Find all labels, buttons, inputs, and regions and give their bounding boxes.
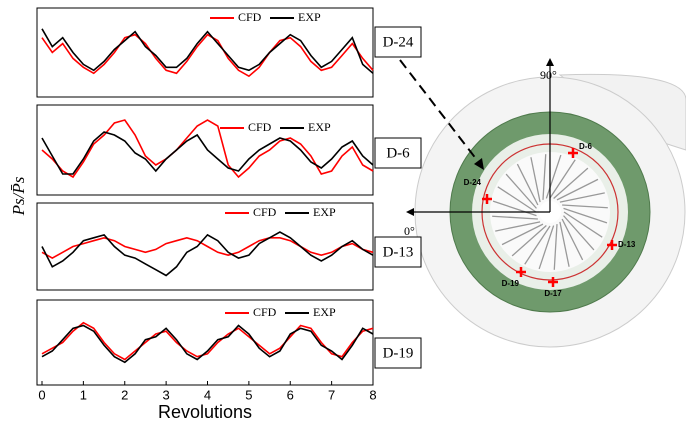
series-line — [42, 232, 373, 276]
x-tick-label: 8 — [369, 387, 376, 402]
legend-label: EXP — [313, 205, 336, 219]
panel-label: D-19 — [383, 345, 414, 361]
series-line — [42, 238, 373, 258]
legend-label: EXP — [313, 305, 336, 319]
panel-label: D-24 — [383, 34, 414, 50]
panel-label: D-13 — [383, 244, 414, 260]
x-tick-label: 6 — [287, 387, 294, 402]
probe-label: D-24 — [464, 178, 482, 187]
legend-label: CFD — [253, 205, 277, 219]
x-tick-label: 1 — [80, 387, 87, 402]
y-axis-title: Ps/P̄s — [9, 176, 28, 216]
x-tick-label: 7 — [328, 387, 335, 402]
angle-label: 90° — [540, 68, 557, 82]
probe-label: D-19 — [502, 279, 520, 288]
angle-label: 0° — [404, 224, 415, 238]
series-line — [42, 132, 373, 174]
legend-label: EXP — [298, 10, 321, 24]
probe-label: D-6 — [579, 142, 592, 151]
panel-label: D-6 — [386, 145, 410, 161]
x-tick-label: 4 — [204, 387, 211, 402]
x-tick-label: 2 — [121, 387, 128, 402]
probe-label: D-13 — [618, 240, 636, 249]
series-line — [42, 323, 373, 360]
panel-frame — [37, 105, 373, 195]
legend-label: CFD — [248, 120, 272, 134]
legend-label: CFD — [238, 10, 262, 24]
arrow-head — [546, 58, 554, 66]
legend-label: EXP — [308, 120, 331, 134]
x-tick-label: 5 — [245, 387, 252, 402]
x-tick-label: 3 — [163, 387, 170, 402]
volute-diagram: 90° 0° — [400, 58, 686, 347]
arrow-head — [406, 208, 414, 216]
x-tick-label: 0 — [38, 387, 45, 402]
probe-label: D-17 — [544, 289, 562, 298]
legend-label: CFD — [253, 305, 277, 319]
x-axis-title: Revolutions — [158, 402, 252, 422]
panel-frame — [37, 8, 373, 97]
figure: 90° 0° D-6 D-24 D-13 D-19 D-17 CFD EXP D-24 Ps/P… — [0, 0, 686, 427]
